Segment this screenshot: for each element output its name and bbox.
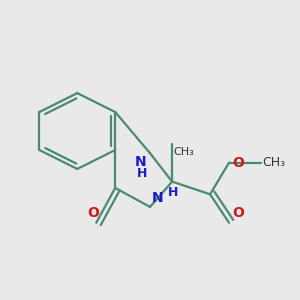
Text: O: O: [232, 206, 244, 220]
Text: O: O: [87, 206, 99, 220]
Text: H: H: [167, 186, 178, 199]
Text: CH₃: CH₃: [262, 156, 285, 169]
Text: N: N: [135, 155, 147, 169]
Text: O: O: [232, 156, 244, 170]
Text: N: N: [152, 191, 163, 205]
Text: H: H: [136, 167, 147, 180]
Text: CH₃: CH₃: [174, 147, 194, 157]
